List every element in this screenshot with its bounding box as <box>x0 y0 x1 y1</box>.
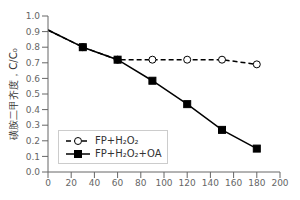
svg-text:100: 100 <box>155 178 172 188</box>
html-text:FP+H₂O₂+OA: FP+H₂O₂+OA <box>95 148 162 159</box>
svg-text:1.0: 1.0 <box>26 11 41 21</box>
svg-text:0.5: 0.5 <box>26 89 40 99</box>
svg-text:0.7: 0.7 <box>26 58 40 68</box>
svg-text:20: 20 <box>65 178 77 188</box>
svg-text:0.9: 0.9 <box>26 27 41 37</box>
svg-text:0.3: 0.3 <box>26 120 40 130</box>
svg-text:0.2: 0.2 <box>26 136 40 146</box>
svg-text:0.6: 0.6 <box>26 74 41 84</box>
svg-text:40: 40 <box>89 178 101 188</box>
svg-text:120: 120 <box>179 178 196 188</box>
svg-text:200: 200 <box>271 178 288 188</box>
svg-text:80: 80 <box>135 178 147 188</box>
svg-text:0.0: 0.0 <box>26 167 41 177</box>
html-text:FP+H₂O₂: FP+H₂O₂ <box>95 135 139 146</box>
svg-text:0.4: 0.4 <box>26 105 41 115</box>
svg-text:0: 0 <box>45 178 51 188</box>
svg-text:140: 140 <box>202 178 219 188</box>
svg-text:180: 180 <box>248 178 265 188</box>
svg-text:0.1: 0.1 <box>26 152 40 162</box>
svg-text:60: 60 <box>112 178 124 188</box>
svg-text:160: 160 <box>225 178 242 188</box>
svg-text:磺胺二甲齐度，C/C₀: 磺胺二甲齐度，C/C₀ <box>8 48 19 140</box>
svg-text:0.8: 0.8 <box>26 42 41 52</box>
